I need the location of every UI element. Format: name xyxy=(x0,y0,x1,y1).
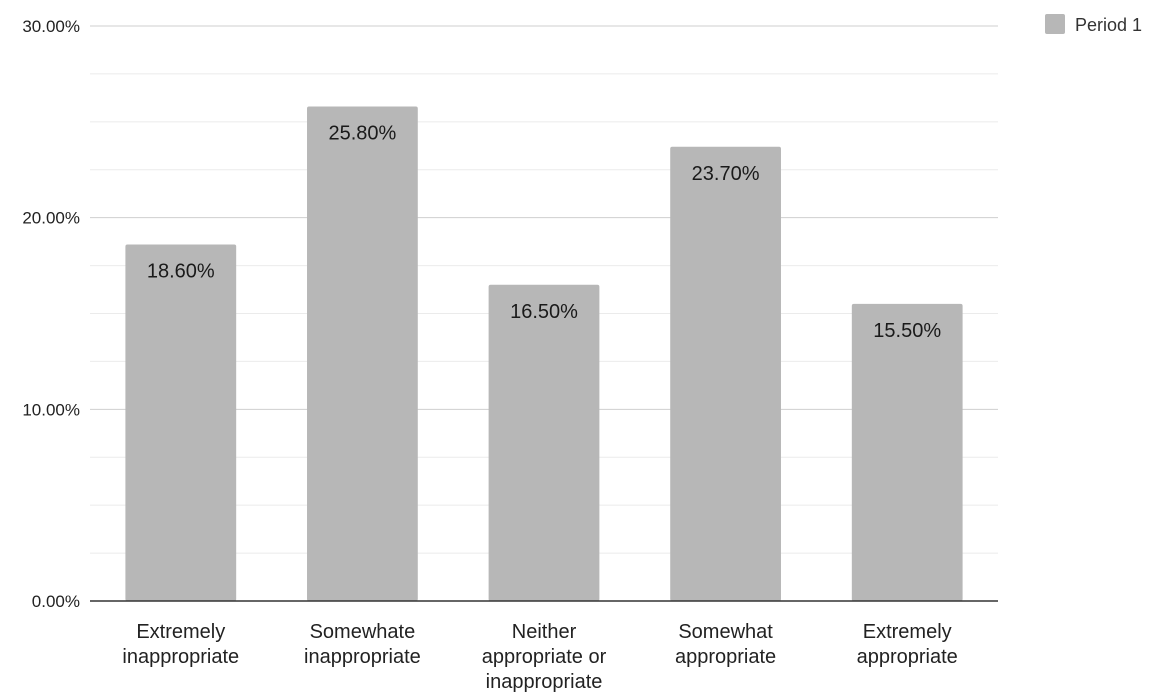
legend-label-period-1: Period 1 xyxy=(1075,15,1142,35)
bars xyxy=(125,106,963,601)
x-tick-label-line: inappropriate xyxy=(304,646,421,668)
x-tick-label-line: Somewhate xyxy=(310,621,416,643)
data-label-2: 25.80% xyxy=(328,123,396,145)
data-label-4: 23.70% xyxy=(692,163,760,185)
bar-1 xyxy=(125,244,237,601)
bar-5 xyxy=(851,303,963,601)
data-label-3: 16.50% xyxy=(510,301,578,323)
y-tick-label: 0.00% xyxy=(32,592,80,611)
x-tick-label-line: Extremely xyxy=(863,621,952,643)
y-tick-label: 30.00% xyxy=(22,17,80,36)
x-tick-label-3: Neither appropriate or inappropriate xyxy=(482,621,607,693)
x-tick-label-line: appropriate xyxy=(857,646,958,668)
bar-2 xyxy=(307,106,418,601)
bar-3 xyxy=(488,284,600,601)
data-label-5: 15.50% xyxy=(873,320,941,342)
y-tick-label: 20.00% xyxy=(22,209,80,228)
x-tick-label-5: Extremely appropriate xyxy=(857,621,958,668)
data-labels: 18.60% 25.80% 16.50% 23.70% 15.50% xyxy=(147,123,941,342)
x-tick-label-line: inappropriate xyxy=(486,671,603,693)
x-tick-label-line: inappropriate xyxy=(122,646,239,668)
x-tick-label-line: appropriate or xyxy=(482,646,607,668)
bar-4 xyxy=(670,146,781,601)
data-label-1: 18.60% xyxy=(147,261,215,283)
x-tick-label-line: appropriate xyxy=(675,646,776,668)
axes: 0.00% 10.00% 20.00% 30.00% Extremely inapprop… xyxy=(22,17,998,693)
x-tick-label-1: Extremely inappropriate xyxy=(122,621,239,668)
legend-swatch-period-1 xyxy=(1045,14,1065,34)
x-tick-label-2: Somewhate inappropriate xyxy=(304,621,421,668)
x-tick-label-4: Somewhat appropriate xyxy=(675,621,776,668)
x-tick-label-line: Somewhat xyxy=(678,621,773,643)
legend: Period 1 xyxy=(1045,14,1142,35)
x-tick-label-line: Extremely xyxy=(136,621,225,643)
x-tick-label-line: Neither xyxy=(512,621,577,643)
y-tick-label: 10.00% xyxy=(22,400,80,419)
